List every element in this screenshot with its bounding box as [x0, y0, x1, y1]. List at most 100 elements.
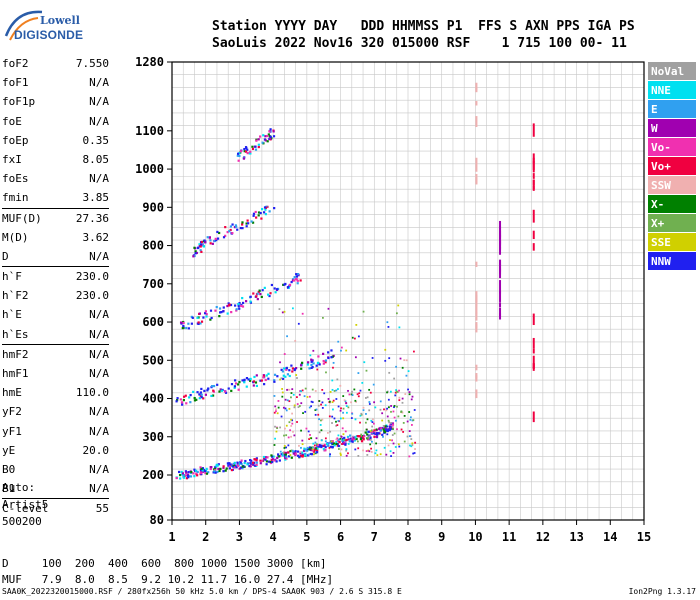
spread-echo-point: [408, 430, 411, 432]
spread-echo-point: [286, 335, 288, 338]
spread-echo-point: [389, 390, 392, 393]
spread-echo-point: [407, 388, 409, 391]
echo-point: [241, 296, 244, 300]
echo-point: [193, 396, 196, 400]
spread-echo-point: [388, 371, 391, 374]
spread-echo-point: [342, 407, 345, 410]
spread-echo-point: [308, 395, 311, 398]
spread-echo-point: [333, 417, 336, 420]
echo-point: [248, 379, 252, 382]
echo-point: [261, 141, 264, 144]
spread-echo-point: [357, 447, 360, 450]
echo-point: [214, 465, 217, 469]
echo-point: [198, 312, 202, 315]
spread-echo-point: [382, 425, 385, 427]
param-name: foEp: [2, 133, 29, 147]
param-row: yF1 N/A: [2, 422, 109, 441]
echo-point: [255, 458, 258, 461]
echo-point: [192, 255, 195, 258]
param-row: hmF2 N/A: [2, 343, 109, 364]
spread-echo-point: [286, 388, 288, 391]
echo-point: [241, 305, 245, 308]
spread-echo-point: [396, 405, 398, 408]
spread-echo-point: [408, 455, 411, 458]
spread-echo-point: [317, 404, 320, 407]
echo-point: [252, 212, 256, 215]
echo-point: [235, 466, 238, 469]
echo-point: [220, 389, 224, 392]
param-row: hmF1 N/A: [2, 364, 109, 383]
spread-echo-point: [414, 448, 416, 450]
x-tick-label: 6: [337, 530, 344, 544]
echo-point: [291, 370, 294, 373]
echo-point: [196, 316, 199, 319]
echo-point: [263, 211, 266, 214]
spread-echo-point: [351, 390, 353, 393]
spread-echo-point: [343, 439, 346, 441]
spread-echo-point: [314, 413, 317, 416]
y-tick-label: 400: [142, 392, 164, 406]
param-row: foE N/A: [2, 112, 109, 131]
echo-point: [360, 436, 363, 440]
interference-mark: [499, 302, 502, 308]
echo-point: [257, 211, 261, 214]
spread-echo-point: [336, 424, 339, 427]
spread-echo-point: [276, 427, 279, 430]
param-value: 0.35: [82, 133, 110, 147]
spread-echo-point: [350, 393, 353, 396]
echo-point: [324, 446, 327, 449]
interference-mark: [475, 261, 478, 267]
logo-line2: DIGISONDE: [14, 28, 84, 42]
echo-point: [252, 214, 255, 217]
echo-point: [310, 363, 313, 366]
echo-point: [280, 368, 283, 371]
echo-point: [288, 283, 292, 287]
echo-point: [201, 469, 204, 472]
echo-point: [185, 326, 188, 330]
echo-point: [264, 456, 268, 459]
echo-point: [289, 449, 292, 453]
spread-echo-point: [376, 454, 379, 457]
spread-echo-point: [355, 400, 358, 403]
param-value: N/A: [89, 482, 109, 496]
param-name: M(D): [2, 230, 29, 244]
spread-echo-point: [379, 408, 382, 411]
echo-point: [384, 431, 387, 434]
spread-echo-point: [344, 400, 347, 403]
y-tick-label: 80: [150, 513, 164, 527]
spread-echo-point: [347, 452, 349, 455]
spread-echo-point: [330, 440, 333, 443]
spread-echo-point: [320, 419, 322, 422]
spread-echo-point: [309, 354, 312, 357]
echo-point: [384, 428, 387, 431]
echo-point: [200, 250, 203, 253]
echo-point: [186, 473, 190, 476]
echo-point: [269, 135, 272, 138]
echo-point: [240, 304, 243, 308]
echo-point: [315, 364, 318, 367]
echo-point: [216, 464, 219, 467]
echo-point: [271, 461, 274, 464]
echo-point: [190, 470, 193, 474]
spread-echo-point: [296, 403, 299, 405]
spread-echo-point: [404, 393, 407, 395]
param-row: MUF(D) 27.36: [2, 207, 109, 228]
spread-echo-point: [341, 443, 343, 445]
echo-point: [293, 276, 296, 279]
echo-point: [182, 473, 185, 477]
spread-echo-point: [346, 435, 349, 438]
echo-point: [306, 363, 309, 366]
spread-echo-point: [367, 436, 369, 439]
echo-point: [299, 279, 302, 282]
param-value: N/A: [89, 76, 109, 90]
spread-echo-point: [302, 412, 304, 415]
spread-echo-point: [288, 407, 291, 410]
spread-echo-point: [368, 435, 371, 438]
echo-point: [285, 455, 288, 458]
y-tick-label: 900: [142, 200, 164, 214]
spread-echo-point: [410, 438, 413, 440]
echo-point: [176, 399, 179, 402]
interference-mark: [532, 411, 535, 423]
spread-echo-point: [393, 416, 396, 419]
param-value: N/A: [89, 347, 109, 361]
